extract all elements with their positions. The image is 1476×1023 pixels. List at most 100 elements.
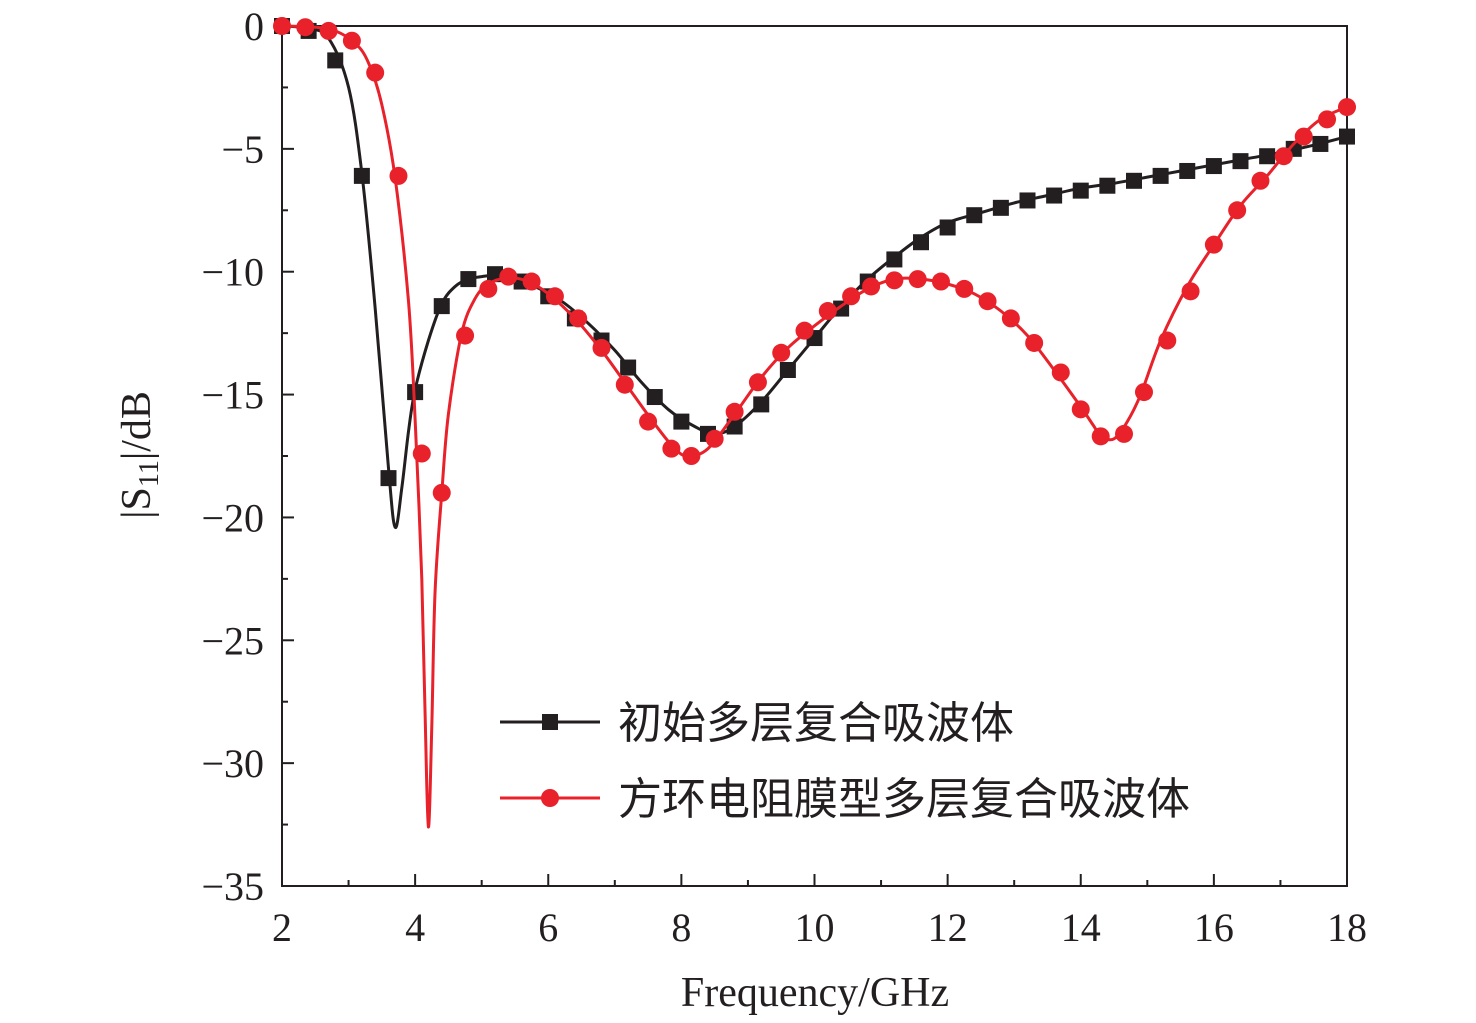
y-tick-label: −15 (201, 373, 264, 418)
ticks: 2 4 6 8 10 12 14 16 18 0 −5 −10 −15 −20 −25 −30 −35 (201, 4, 1367, 950)
data-point-circle (748, 373, 767, 392)
data-point-circle (1318, 110, 1337, 129)
data-point-circle (682, 447, 701, 465)
data-point-square (620, 359, 637, 376)
data-point-square (1339, 128, 1355, 145)
data-point-circle (662, 439, 681, 458)
data-point-square (1072, 182, 1089, 199)
data-point-circle (1051, 363, 1070, 382)
y-axis-title-subscript: 11 (134, 460, 165, 487)
data-point-circle (931, 272, 950, 291)
y-tick-label: −25 (201, 618, 264, 663)
data-point-square (646, 389, 663, 406)
data-point-circle (499, 267, 518, 286)
legend-marker-series-1 (541, 789, 559, 807)
y-axis-title: |S11|/dB (114, 391, 165, 519)
legend-item-series-1: 方环电阻膜型多层复合吸波体 (500, 774, 1190, 825)
data-point-square (353, 167, 370, 184)
data-point-circle (1204, 235, 1223, 254)
data-point-square (992, 199, 1009, 216)
data-point-square (673, 413, 690, 430)
data-point-circle (1294, 127, 1313, 146)
series-layer (273, 17, 1356, 829)
y-axis-title-suffix: |/dB (114, 391, 160, 460)
data-point-circle (1274, 147, 1293, 166)
data-point-square (433, 298, 450, 315)
data-point-square (779, 362, 796, 378)
x-tick-label: 10 (795, 905, 835, 950)
data-point-circle (522, 272, 541, 291)
data-point-square (1259, 148, 1276, 165)
data-point-circle (615, 375, 634, 394)
plot-frame (281, 25, 1348, 887)
legend: 初始多层复合吸波体 方环电阻膜型多层复合吸波体 (500, 698, 1190, 825)
data-point-square (380, 470, 397, 487)
data-point-circle (1071, 400, 1090, 419)
legend-label-series-0: 初始多层复合吸波体 (618, 698, 1014, 749)
data-point-circle (862, 277, 881, 296)
data-point-square (726, 418, 743, 435)
data-point-circle (955, 279, 974, 298)
data-point-circle (545, 287, 564, 306)
x-tick-label: 2 (272, 905, 292, 950)
data-point-circle (592, 338, 611, 357)
data-point-circle (1001, 309, 1020, 328)
x-tick-label: 14 (1061, 905, 1101, 950)
legend-label-series-1: 方环电阻膜型多层复合吸波体 (618, 774, 1190, 825)
y-tick-label: −5 (221, 127, 264, 172)
data-point-circle (639, 412, 658, 431)
data-point-square (1126, 172, 1142, 189)
data-point-circle (296, 18, 315, 37)
data-point-circle (366, 63, 385, 82)
data-point-circle (569, 309, 588, 328)
data-point-circle (772, 343, 791, 362)
data-point-square (1312, 135, 1329, 152)
data-point-circle (1338, 98, 1356, 117)
x-tick-label: 16 (1194, 905, 1234, 950)
data-point-circle (818, 302, 837, 321)
data-point-circle (908, 270, 927, 289)
data-point-square (1232, 153, 1249, 170)
y-tick-label: −20 (201, 495, 264, 540)
series-0 (274, 18, 1355, 529)
data-point-circle (842, 287, 861, 306)
y-tick-label: −35 (201, 864, 264, 909)
x-tick-label: 12 (928, 905, 968, 950)
data-point-circle (412, 444, 431, 463)
data-point-square (886, 251, 903, 268)
data-point-circle (1251, 171, 1270, 190)
series-1 (273, 17, 1356, 829)
data-point-circle (1091, 427, 1110, 446)
data-point-square (1046, 187, 1063, 204)
data-point-square (1205, 158, 1222, 175)
data-point-circle (885, 271, 904, 290)
data-point-square (1019, 192, 1036, 209)
data-point-circle (319, 21, 338, 40)
y-tick-label: −10 (201, 250, 264, 295)
data-point-square (327, 52, 344, 69)
data-point-square (1179, 162, 1196, 179)
data-point-circle (725, 402, 744, 421)
data-point-circle (705, 429, 724, 448)
data-point-circle (456, 326, 475, 345)
x-tick-label: 6 (538, 905, 558, 950)
y-axis-title-prefix: |S (114, 487, 160, 519)
data-point-square (966, 207, 983, 224)
data-point-circle (1228, 201, 1247, 220)
data-point-circle (978, 292, 997, 311)
data-point-square (1099, 177, 1116, 194)
data-point-circle (1115, 424, 1134, 443)
data-point-circle (795, 321, 814, 340)
data-point-square (1152, 167, 1169, 184)
legend-marker-series-0 (542, 714, 558, 730)
y-tick-label: −30 (201, 741, 264, 786)
x-tick-label: 18 (1327, 905, 1367, 950)
legend-item-series-0: 初始多层复合吸波体 (500, 698, 1014, 749)
data-point-square (913, 234, 929, 251)
data-point-circle (389, 166, 408, 185)
data-point-circle (1158, 331, 1177, 350)
data-point-circle (273, 17, 291, 35)
y-tick-label: 0 (244, 4, 264, 49)
data-point-square (460, 271, 477, 288)
